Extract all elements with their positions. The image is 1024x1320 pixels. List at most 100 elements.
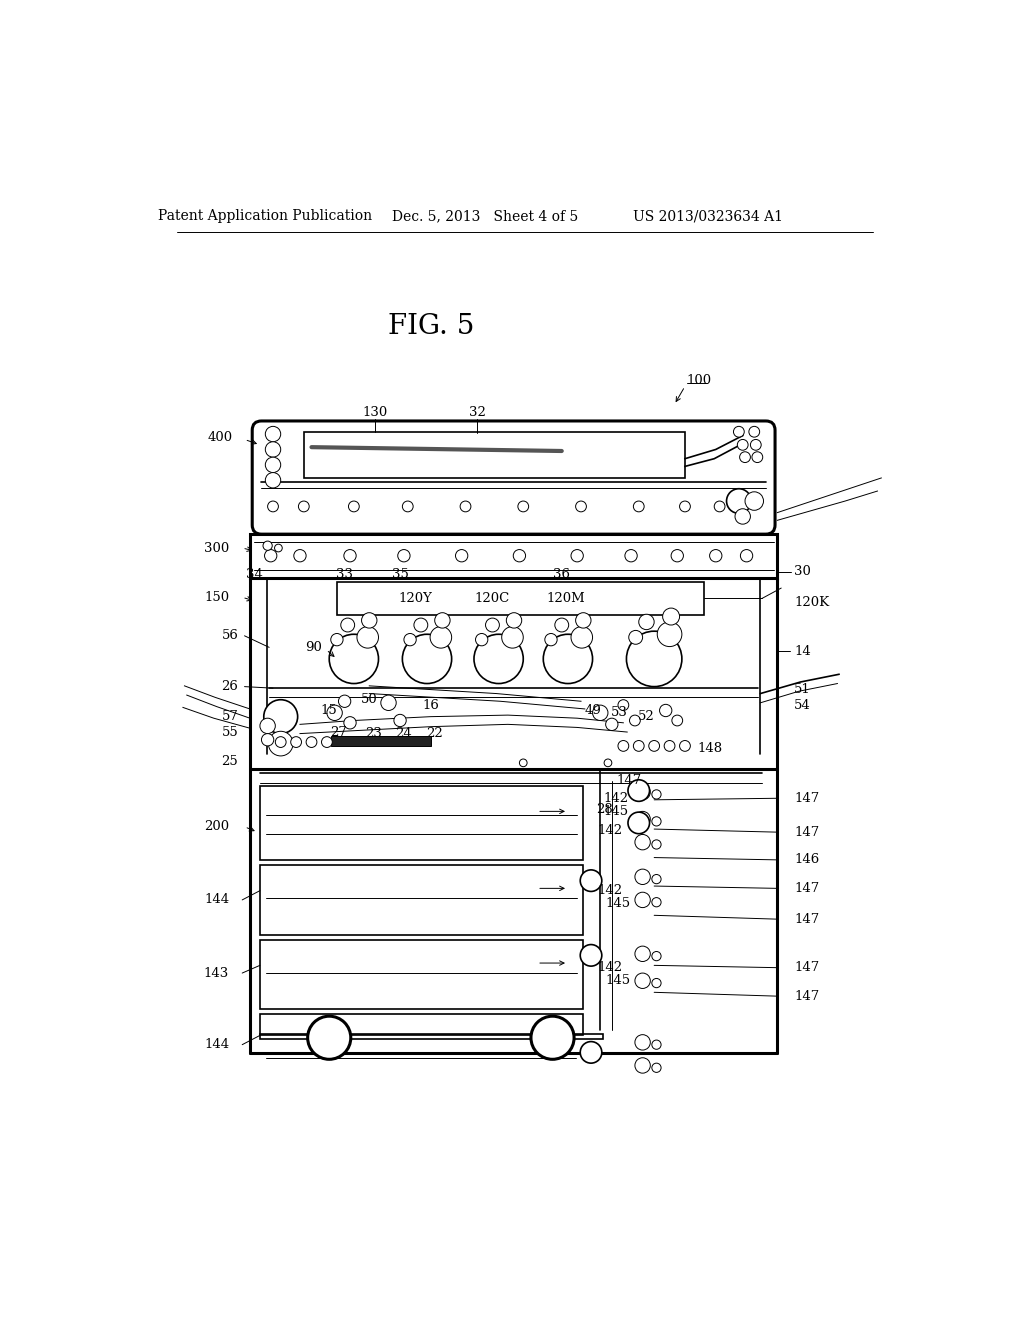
Text: 16: 16: [423, 698, 439, 711]
Circle shape: [261, 734, 273, 746]
Bar: [260, 785, 584, 859]
Text: 34: 34: [246, 568, 263, 581]
Circle shape: [635, 784, 650, 800]
Text: 52: 52: [637, 710, 654, 723]
Circle shape: [298, 502, 309, 512]
Circle shape: [571, 627, 593, 648]
Circle shape: [485, 618, 500, 632]
Circle shape: [430, 627, 452, 648]
Circle shape: [575, 612, 591, 628]
Text: 50: 50: [360, 693, 378, 706]
Circle shape: [265, 457, 281, 473]
Text: 26: 26: [221, 680, 239, 693]
Circle shape: [264, 700, 298, 734]
Text: 145: 145: [605, 974, 631, 987]
Circle shape: [322, 737, 333, 747]
Text: 142: 142: [598, 884, 623, 898]
Text: 23: 23: [365, 727, 382, 741]
Circle shape: [634, 502, 644, 512]
Text: 49: 49: [584, 704, 601, 717]
Text: 147: 147: [795, 990, 819, 1003]
Text: 300: 300: [204, 541, 229, 554]
Text: 100: 100: [686, 374, 712, 387]
Circle shape: [652, 952, 662, 961]
Circle shape: [265, 442, 281, 457]
Circle shape: [680, 741, 690, 751]
Circle shape: [513, 549, 525, 562]
Circle shape: [268, 731, 293, 756]
Circle shape: [403, 634, 416, 645]
Circle shape: [635, 869, 650, 884]
Circle shape: [394, 714, 407, 726]
Circle shape: [635, 812, 650, 826]
Text: 56: 56: [221, 630, 239, 643]
Circle shape: [739, 451, 751, 462]
Circle shape: [652, 789, 662, 799]
Circle shape: [502, 627, 523, 648]
Circle shape: [652, 1063, 662, 1072]
Circle shape: [635, 946, 650, 961]
Text: FIG. 5: FIG. 5: [388, 313, 474, 339]
Text: 22: 22: [426, 727, 443, 741]
Text: 120K: 120K: [795, 595, 829, 609]
Circle shape: [506, 612, 521, 628]
Circle shape: [294, 549, 306, 562]
Circle shape: [627, 631, 682, 686]
Text: 147: 147: [795, 825, 819, 838]
Circle shape: [628, 812, 649, 834]
Circle shape: [625, 549, 637, 562]
Text: 33: 33: [336, 568, 353, 581]
Text: 53: 53: [611, 706, 628, 719]
Text: 24: 24: [395, 727, 413, 741]
Circle shape: [331, 634, 343, 645]
Circle shape: [357, 627, 379, 648]
Circle shape: [735, 508, 751, 524]
Text: 200: 200: [204, 820, 229, 833]
Circle shape: [672, 715, 683, 726]
FancyBboxPatch shape: [252, 421, 775, 535]
Circle shape: [714, 502, 725, 512]
Circle shape: [264, 549, 276, 562]
Bar: [250, 535, 777, 578]
Text: 142: 142: [598, 961, 623, 974]
Circle shape: [740, 549, 753, 562]
Text: 145: 145: [603, 805, 628, 818]
Text: 27: 27: [330, 726, 347, 739]
Text: 120Y: 120Y: [398, 591, 432, 605]
Circle shape: [634, 741, 644, 751]
Circle shape: [710, 549, 722, 562]
Text: 147: 147: [616, 774, 642, 787]
Text: 130: 130: [362, 407, 388, 418]
Bar: [304, 432, 685, 478]
Bar: [260, 1014, 584, 1035]
Circle shape: [749, 426, 760, 437]
Text: 90: 90: [305, 640, 322, 653]
Text: 142: 142: [598, 824, 623, 837]
Text: 142: 142: [603, 792, 628, 805]
Circle shape: [652, 874, 662, 884]
Text: 145: 145: [605, 898, 631, 911]
Circle shape: [652, 840, 662, 849]
Text: 30: 30: [795, 565, 811, 578]
Circle shape: [460, 502, 471, 512]
Text: 150: 150: [204, 591, 229, 603]
Circle shape: [635, 1035, 650, 1051]
Text: 147: 147: [795, 912, 819, 925]
Text: 14: 14: [795, 644, 811, 657]
Text: 400: 400: [207, 430, 232, 444]
Bar: [260, 940, 584, 1010]
Circle shape: [605, 718, 617, 730]
Circle shape: [575, 502, 587, 512]
Text: 57: 57: [221, 710, 239, 723]
Circle shape: [652, 817, 662, 826]
Circle shape: [381, 696, 396, 710]
Circle shape: [628, 780, 649, 801]
Circle shape: [274, 544, 283, 552]
Circle shape: [327, 705, 342, 721]
Circle shape: [544, 635, 593, 684]
Text: 55: 55: [221, 726, 239, 739]
Text: 120C: 120C: [475, 591, 510, 605]
Circle shape: [518, 502, 528, 512]
Circle shape: [306, 737, 316, 747]
Text: 144: 144: [204, 894, 229, 907]
